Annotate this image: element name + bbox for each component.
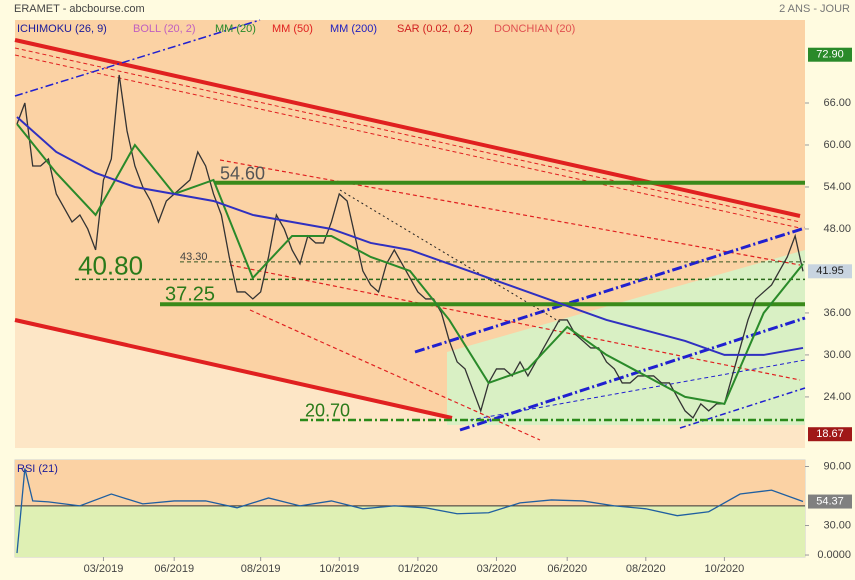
value-box [808, 494, 852, 509]
rsi-upper-zone [15, 460, 805, 506]
series-line [16, 468, 804, 554]
lower-area [15, 322, 805, 448]
value-box [808, 427, 852, 442]
trend-line [229, 264, 801, 381]
trend-line [14, 38, 801, 218]
rsi-title: RSI (21) [17, 463, 58, 475]
trend-line [14, 47, 801, 223]
value-box-label: 18.67 [816, 428, 844, 440]
legend-entry: MM (20) [215, 23, 256, 35]
x-tick-label: 06/2019 [154, 563, 194, 575]
legend-entry: DONCHIAN (20) [494, 23, 575, 35]
x-tick-label: 08/2019 [241, 563, 281, 575]
y-tick-label: 30.00 [823, 349, 851, 361]
x-tick-label: 06/2020 [547, 563, 587, 575]
x-tick-label: 01/2020 [398, 563, 438, 575]
legend-entry: BOLL (20, 2) [133, 23, 196, 35]
value-box-label: 54.37 [816, 495, 844, 507]
trend-line [14, 54, 801, 229]
legend-entry: MM (200) [330, 23, 377, 35]
period: 2 ANS - JOUR [779, 3, 850, 15]
series-line [16, 116, 804, 356]
y-tick-label: 66.00 [823, 97, 851, 109]
value-box-label: 72.90 [816, 49, 844, 61]
value-box-label: 41.95 [816, 265, 844, 277]
y-tick-label: 24.00 [823, 391, 851, 403]
y-tick-label: 60.00 [823, 139, 851, 151]
level-label: 54.60 [220, 163, 265, 183]
trend-line [219, 159, 801, 266]
legend-entry: ICHIMOKU (26, 9) [17, 23, 107, 35]
value-box [808, 264, 852, 279]
level-label: 37.25 [165, 283, 215, 305]
y-tick-label: 48.00 [823, 223, 851, 235]
y-tick-label: 30.00 [823, 519, 851, 531]
trend-line [14, 19, 261, 97]
legend-entry: SAR (0.02, 0.2) [397, 23, 473, 35]
x-tick-label: 10/2019 [319, 563, 359, 575]
level-label: 20.70 [305, 401, 350, 421]
level-label: 40.80 [78, 251, 143, 281]
y-tick-label: 36.00 [823, 307, 851, 319]
trend-line [14, 318, 453, 420]
series-line [16, 74, 804, 419]
level-label: 43.30 [180, 251, 208, 263]
trend-line [249, 309, 541, 441]
trend-line [459, 316, 806, 432]
y-tick-label: 54.00 [823, 181, 851, 193]
trend-lines [14, 19, 806, 441]
trend-line [469, 359, 806, 421]
y-tick-label: 90.00 [823, 460, 851, 472]
value-box [808, 47, 852, 62]
site-title: ERAMET - abcbourse.com [14, 3, 145, 15]
x-tick-label: 08/2020 [626, 563, 666, 575]
x-tick-label: 03/2020 [477, 563, 517, 575]
trend-line [679, 387, 806, 429]
series-line [16, 123, 804, 406]
x-tick-label: 03/2019 [84, 563, 124, 575]
y-tick-label: 0.0000 [817, 549, 851, 561]
rsi-lower-zone [15, 505, 805, 557]
legend-entry: MM (50) [272, 23, 313, 35]
green-area [447, 250, 805, 425]
x-tick-label: 10/2020 [705, 563, 745, 575]
trend-line [414, 226, 806, 354]
